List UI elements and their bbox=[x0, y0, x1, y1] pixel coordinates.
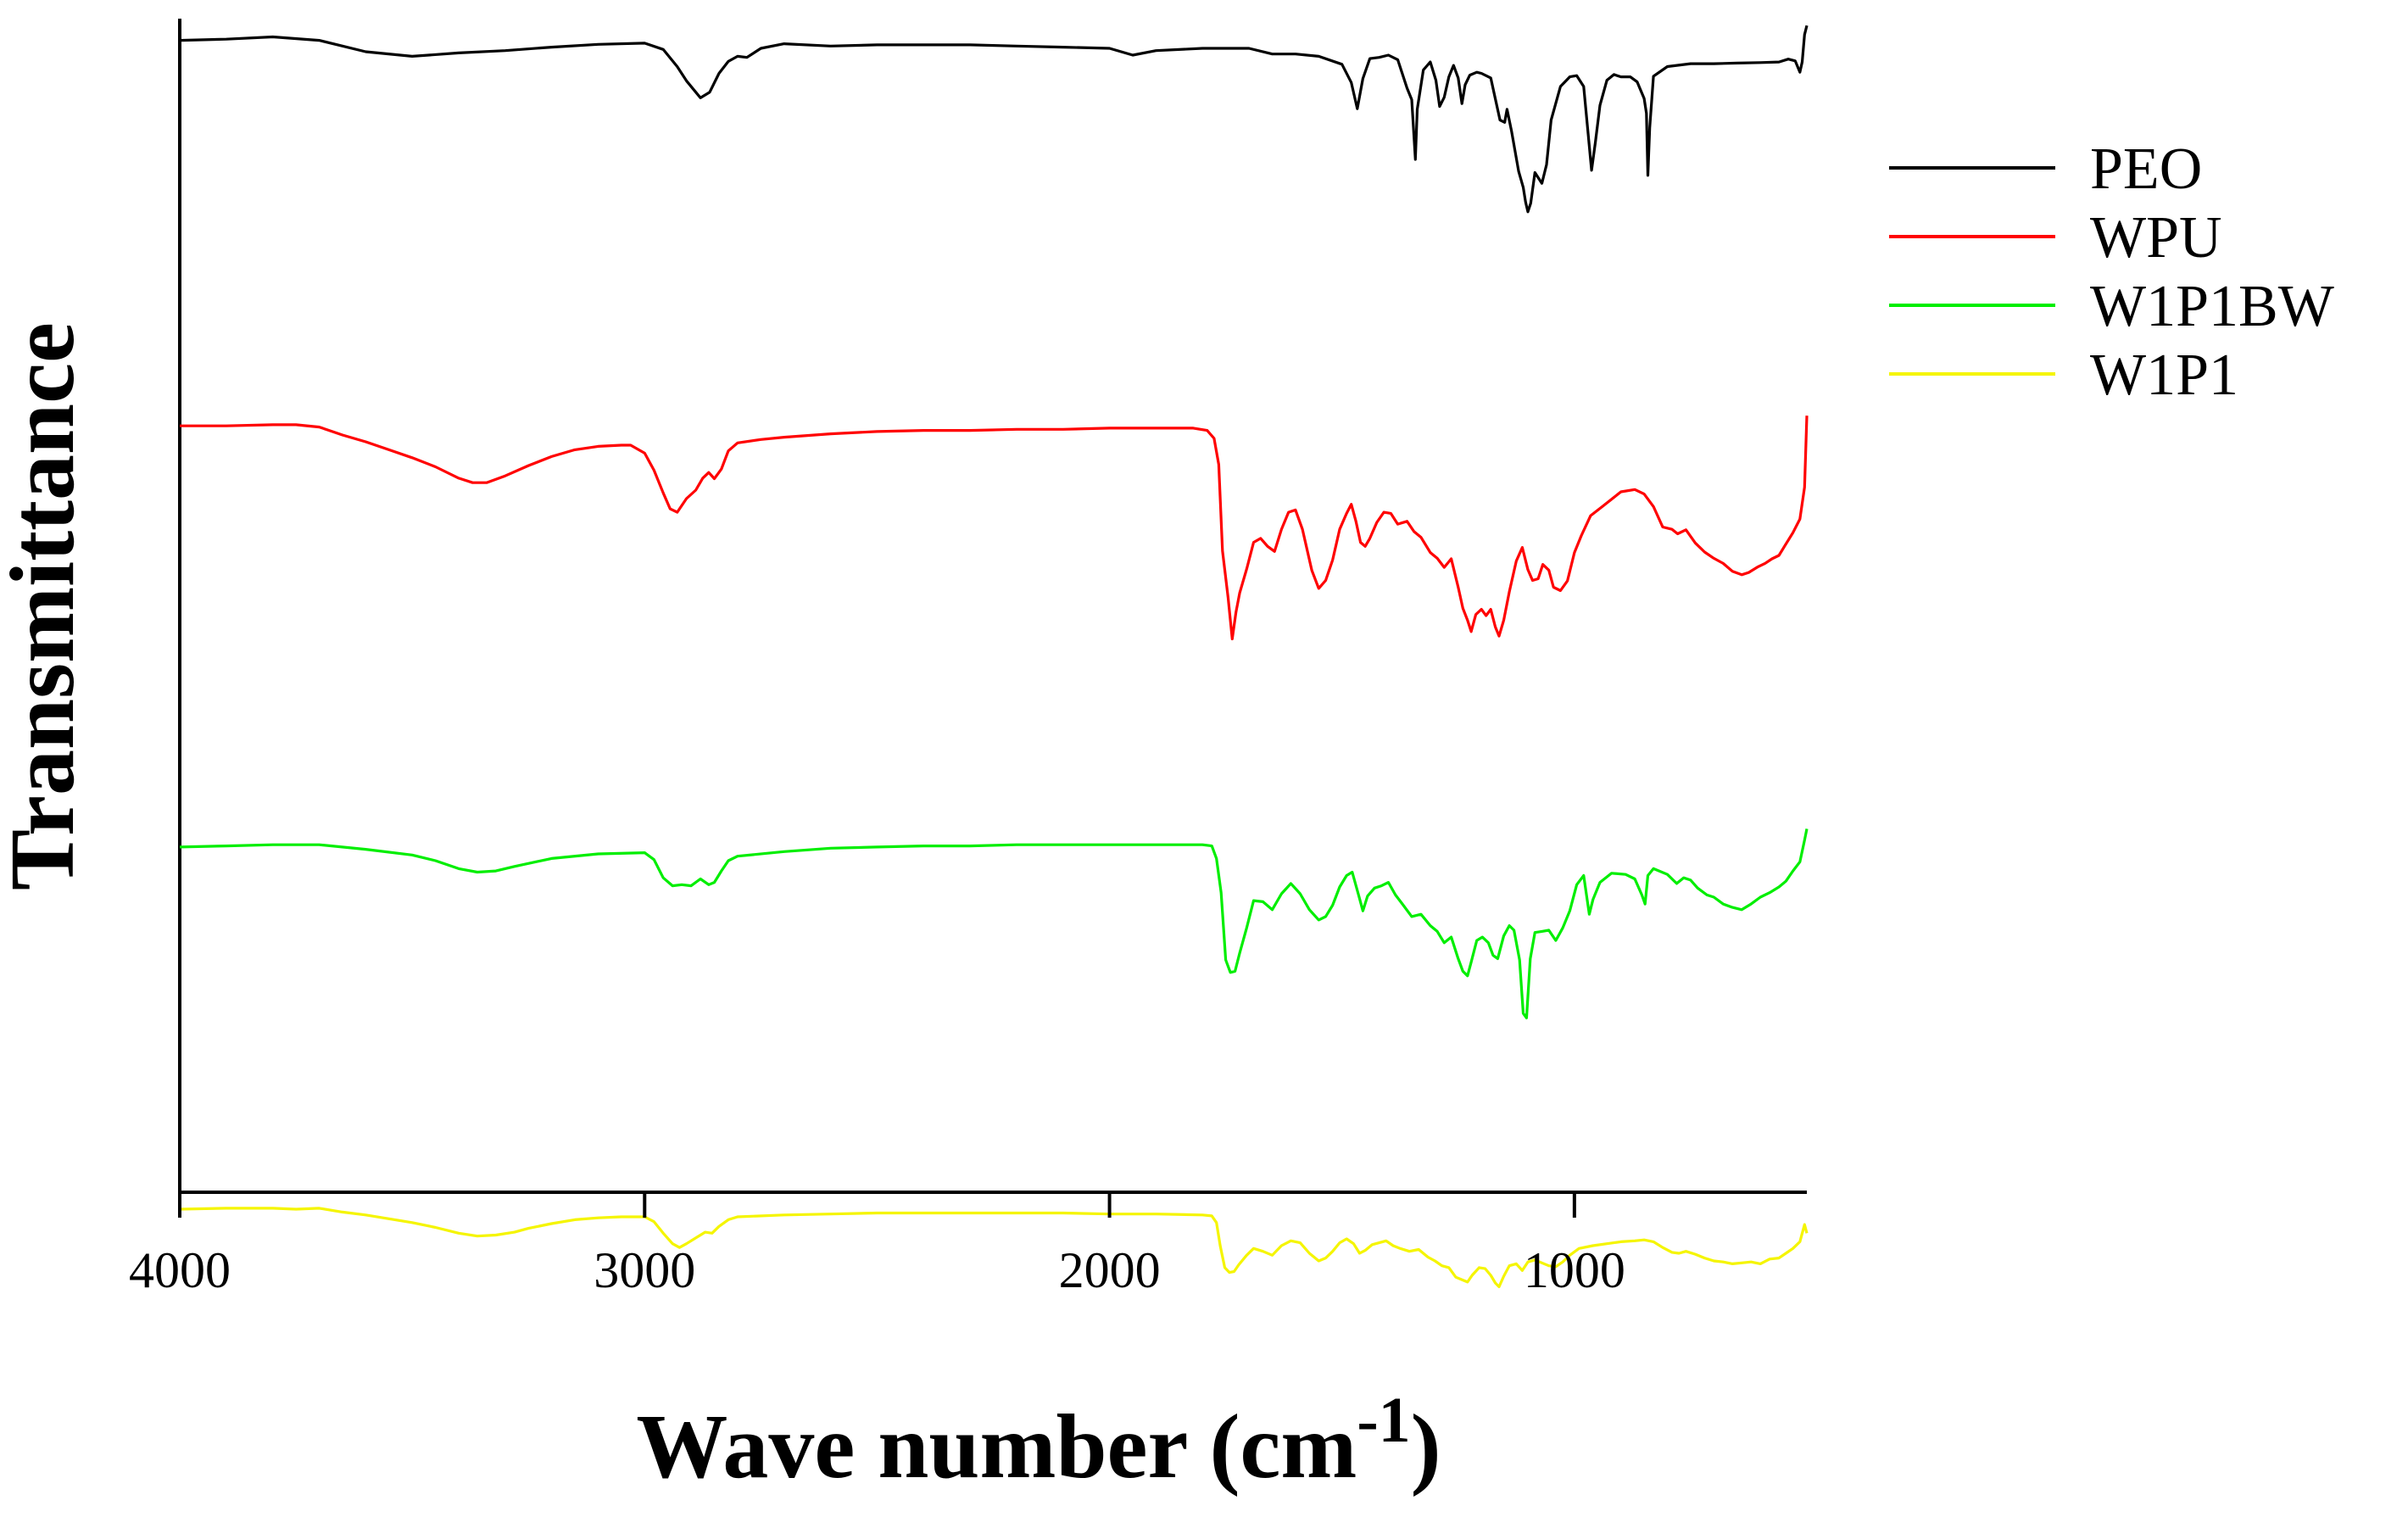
x-axis-title-close: ) bbox=[1411, 1397, 1441, 1497]
series-line-peo bbox=[179, 25, 1809, 214]
x-ticks: 4000 3000 2000 1000 bbox=[129, 1192, 1625, 1298]
legend-label-w1p1: W1P1 bbox=[2090, 343, 2238, 408]
x-tick-label-4000: 4000 bbox=[129, 1242, 231, 1298]
x-tick-label-3000: 3000 bbox=[594, 1242, 695, 1298]
x-axis-title: Wave number (cm-1) bbox=[636, 1385, 1441, 1497]
series-line-wpu bbox=[180, 416, 1809, 641]
series-line-w1p1 bbox=[179, 1207, 1809, 1289]
x-axis-title-superscript: -1 bbox=[1357, 1385, 1410, 1456]
series-layer bbox=[179, 25, 1809, 1289]
legend-label-peo: PEO bbox=[2090, 137, 2202, 202]
plot-frame bbox=[178, 19, 1807, 1194]
x-tick-label-1000: 1000 bbox=[1524, 1242, 1625, 1298]
y-axis-title: Transmittance bbox=[0, 322, 93, 890]
series-line-w1p1bw bbox=[179, 828, 1809, 1020]
legend-label-w1p1bw: W1P1BW bbox=[2090, 274, 2334, 339]
legend-label-wpu: WPU bbox=[2090, 205, 2222, 270]
x-axis-title-main: Wave number (cm bbox=[636, 1397, 1357, 1497]
x-tick-label-2000: 2000 bbox=[1059, 1242, 1161, 1298]
